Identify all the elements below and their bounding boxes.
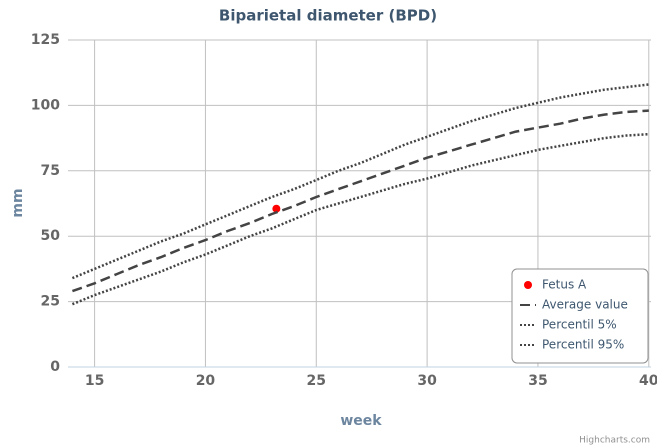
y-axis-title: mm [10,188,26,217]
x-tick-label: 35 [528,373,547,389]
y-tick-label: 75 [41,163,60,179]
data-point [272,204,281,213]
legend-symbol [524,281,532,289]
x-axis-title: week [340,413,382,429]
y-tick-label: 50 [41,228,61,244]
x-tick-label: 30 [417,373,437,389]
legend-label: Average value [542,298,628,312]
y-tick-label: 25 [41,294,60,310]
legend-label: Percentil 95% [542,338,624,352]
y-tick-label: 0 [50,359,60,375]
credits: Highcharts.com [579,436,650,446]
legend-label: Fetus A [542,278,587,292]
series-line [71,83,649,280]
chart-title: Biparietal diameter (BPD) [219,7,437,25]
x-tick-label: 40 [639,373,657,389]
legend-label: Percentil 5% [542,318,617,332]
legend-box [511,268,649,364]
y-tick-label: 125 [31,32,60,48]
x-tick-label: 15 [85,373,104,389]
x-tick-label: 20 [196,373,216,389]
series-line [71,109,649,293]
x-tick-label: 25 [307,373,326,389]
y-tick-label: 100 [31,97,60,113]
